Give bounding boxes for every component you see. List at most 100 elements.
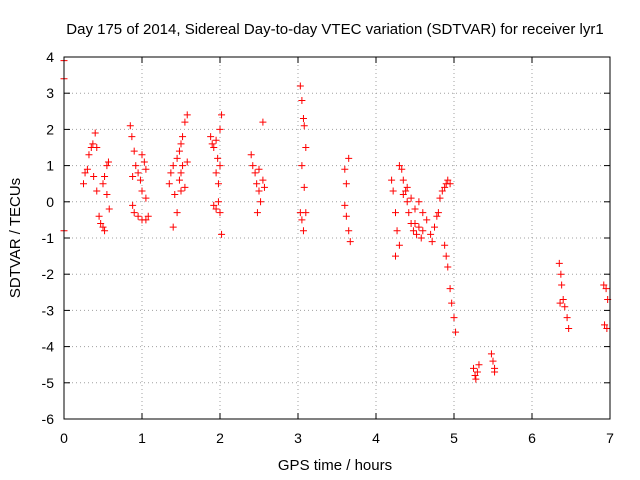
data-point-marker [140, 158, 148, 166]
data-point-marker [177, 140, 185, 148]
data-point-marker [565, 325, 573, 332]
data-point-marker [471, 372, 479, 380]
data-point-marker [138, 151, 146, 159]
data-point-marker [407, 194, 415, 202]
data-point-marker [441, 183, 449, 191]
data-point-marker [257, 198, 265, 206]
data-point-marker [142, 194, 150, 202]
data-point-marker [101, 172, 109, 180]
data-point-marker [249, 162, 257, 170]
y-tick-label: 4 [46, 49, 54, 65]
data-point-marker [302, 144, 310, 151]
y-tick-label: -4 [42, 339, 55, 355]
data-point-marker [345, 154, 353, 162]
data-point-marker [214, 154, 222, 162]
data-point-marker [103, 191, 111, 199]
data-point-marker [134, 212, 142, 220]
data-point-marker [93, 187, 101, 195]
data-point-marker [491, 368, 499, 376]
y-tick-label: -6 [42, 411, 55, 427]
y-axis-title: SDTVAR / TECUs [7, 178, 24, 298]
data-point-marker [446, 180, 454, 188]
data-point-marker [175, 176, 183, 184]
y-tick-label: 2 [46, 121, 54, 137]
data-point-marker [392, 252, 399, 260]
data-point-marker [104, 158, 112, 166]
data-point-marker [405, 209, 413, 217]
data-point-marker [138, 187, 146, 195]
data-point-marker [555, 259, 563, 267]
data-point-marker [558, 281, 566, 289]
data-point-marker [302, 209, 310, 217]
data-point-marker [448, 299, 456, 307]
data-point-marker [183, 158, 191, 166]
data-point-marker [130, 147, 138, 155]
data-point-marker [403, 198, 411, 206]
data-point-marker [255, 187, 263, 195]
x-tick-labels: 0 1 2 3 4 5 6 7 [60, 430, 614, 446]
data-point-marker [415, 198, 423, 206]
data-point-marker [415, 223, 423, 231]
data-point-marker [179, 133, 187, 141]
data-point-marker [419, 227, 427, 235]
data-point-marker [103, 162, 111, 170]
data-point-marker [142, 216, 150, 224]
data-point-marker [557, 270, 565, 278]
data-point-marker [427, 230, 435, 238]
data-point-marker [434, 209, 442, 217]
data-point-marker [177, 169, 185, 177]
data-point-marker [398, 165, 406, 173]
data-point-marker [80, 180, 87, 188]
data-point-marker [470, 364, 477, 372]
x-tick-label: 3 [294, 430, 302, 446]
data-point-marker [259, 176, 267, 184]
data-point-marker [134, 169, 142, 177]
data-point-marker [216, 125, 224, 133]
data-point-marker [475, 361, 483, 369]
data-point-marker [129, 201, 137, 209]
data-point-marker [395, 162, 403, 170]
x-tick-label: 2 [216, 430, 224, 446]
data-point-marker [346, 238, 354, 246]
data-point-marker [393, 227, 401, 235]
data-point-marker [81, 169, 89, 177]
data-point-marker [473, 368, 481, 376]
data-point-marker [556, 299, 564, 307]
chart-title: Day 175 of 2014, Sidereal Day-to-day VTE… [66, 21, 603, 38]
data-point-marker [144, 212, 152, 220]
data-point-marker [444, 263, 452, 271]
data-point-marker [436, 194, 444, 202]
data-point-marker [247, 151, 255, 159]
data-point-marker [600, 281, 608, 289]
data-point-marker [167, 169, 175, 177]
data-point-marker [101, 227, 109, 235]
y-tick-label: 1 [46, 158, 54, 174]
data-point-marker [300, 183, 308, 191]
data-point-marker [395, 241, 403, 249]
data-points [60, 57, 612, 383]
data-point-marker [563, 314, 571, 322]
data-point-marker [409, 227, 417, 235]
data-point-marker [214, 180, 222, 188]
data-point-marker [126, 122, 134, 130]
data-point-marker [207, 133, 215, 141]
data-point-marker [345, 227, 353, 235]
data-point-marker [603, 325, 611, 332]
data-point-marker [218, 230, 226, 238]
data-point-marker [128, 133, 136, 141]
y-tick-labels: -6 -5 -4 -3 -2 -1 0 1 2 3 4 [42, 49, 55, 427]
x-tick-label: 1 [138, 430, 146, 446]
data-point-marker [136, 176, 144, 184]
data-point-marker [403, 183, 411, 191]
data-point-marker [433, 212, 441, 220]
data-point-marker [444, 176, 452, 184]
data-point-marker [175, 147, 183, 155]
data-point-marker [89, 140, 97, 148]
x-tick-label: 5 [450, 430, 458, 446]
data-point-marker [300, 122, 308, 130]
data-point-marker [392, 209, 399, 217]
data-point-marker [431, 223, 438, 231]
data-point-marker [216, 162, 224, 170]
data-point-marker [299, 115, 307, 123]
data-point-marker [105, 205, 113, 213]
